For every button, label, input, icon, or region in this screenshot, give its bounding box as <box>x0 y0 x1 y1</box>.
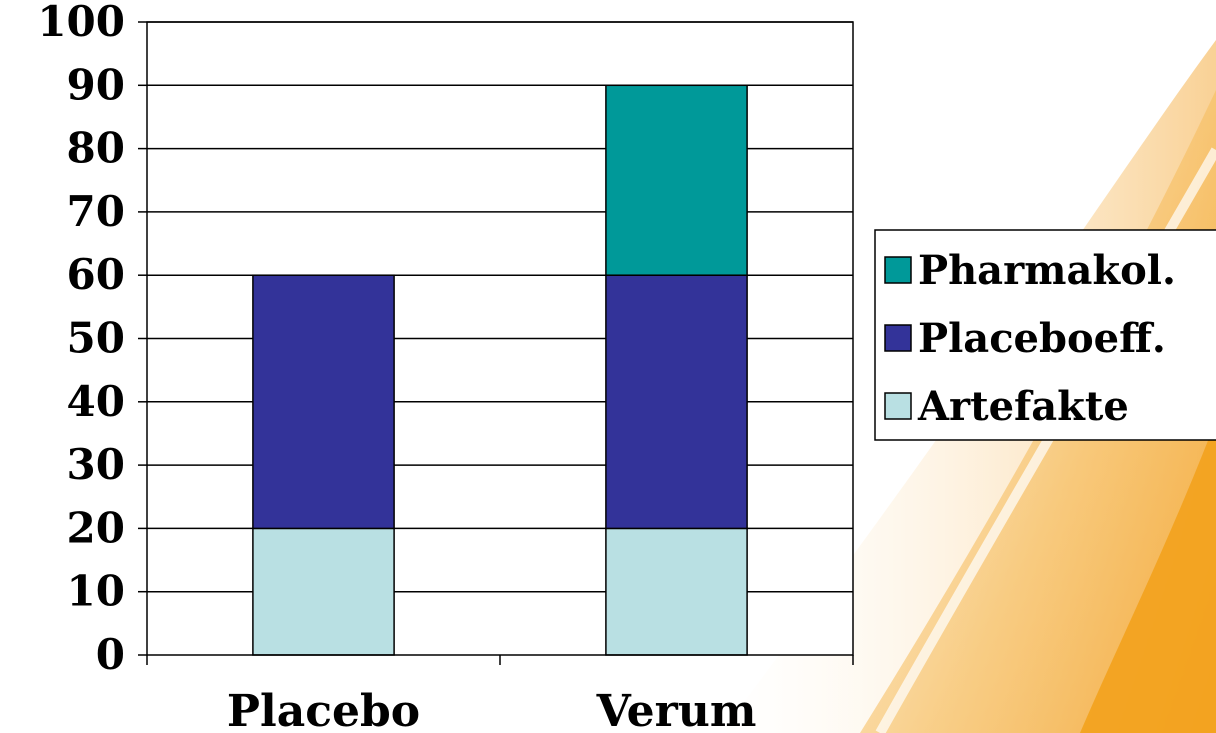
bar-segment <box>252 274 395 530</box>
y-tick-label: 10 <box>67 567 125 616</box>
x-category-labels: Placebo Verum <box>227 686 757 733</box>
bars <box>252 84 748 656</box>
y-tick-label: 60 <box>67 250 125 299</box>
legend-label: Pharmakol. <box>918 247 1176 294</box>
y-tick-label: 0 <box>96 630 125 679</box>
y-tick-label: 80 <box>67 124 125 173</box>
y-tick-label: 20 <box>67 503 125 552</box>
legend-swatch <box>884 256 912 284</box>
legend-box <box>874 229 1216 441</box>
x-category-label: Placebo <box>227 686 420 733</box>
legend-label: Artefakte <box>917 383 1129 430</box>
y-tick-label: 50 <box>67 314 125 363</box>
bar-segment <box>605 84 748 276</box>
legend-swatch <box>884 324 912 352</box>
y-tick-label: 40 <box>67 377 125 426</box>
legend: Pharmakol. Placeboeff. Artefakte <box>874 229 1216 441</box>
bar-segment <box>605 274 748 530</box>
y-tick-label: 100 <box>37 0 125 46</box>
y-tick-label: 90 <box>67 60 125 109</box>
legend-swatch <box>884 392 912 420</box>
bar-segment <box>605 527 748 656</box>
y-tick-label: 30 <box>67 440 125 489</box>
axes <box>138 21 854 665</box>
y-tick-label: 70 <box>67 187 125 236</box>
legend-label: Placeboeff. <box>918 315 1166 362</box>
y-tick-labels: 0 10 20 30 40 50 60 70 80 90 100 <box>37 0 125 679</box>
x-category-label: Verum <box>596 686 757 733</box>
bar-segment <box>252 527 395 656</box>
